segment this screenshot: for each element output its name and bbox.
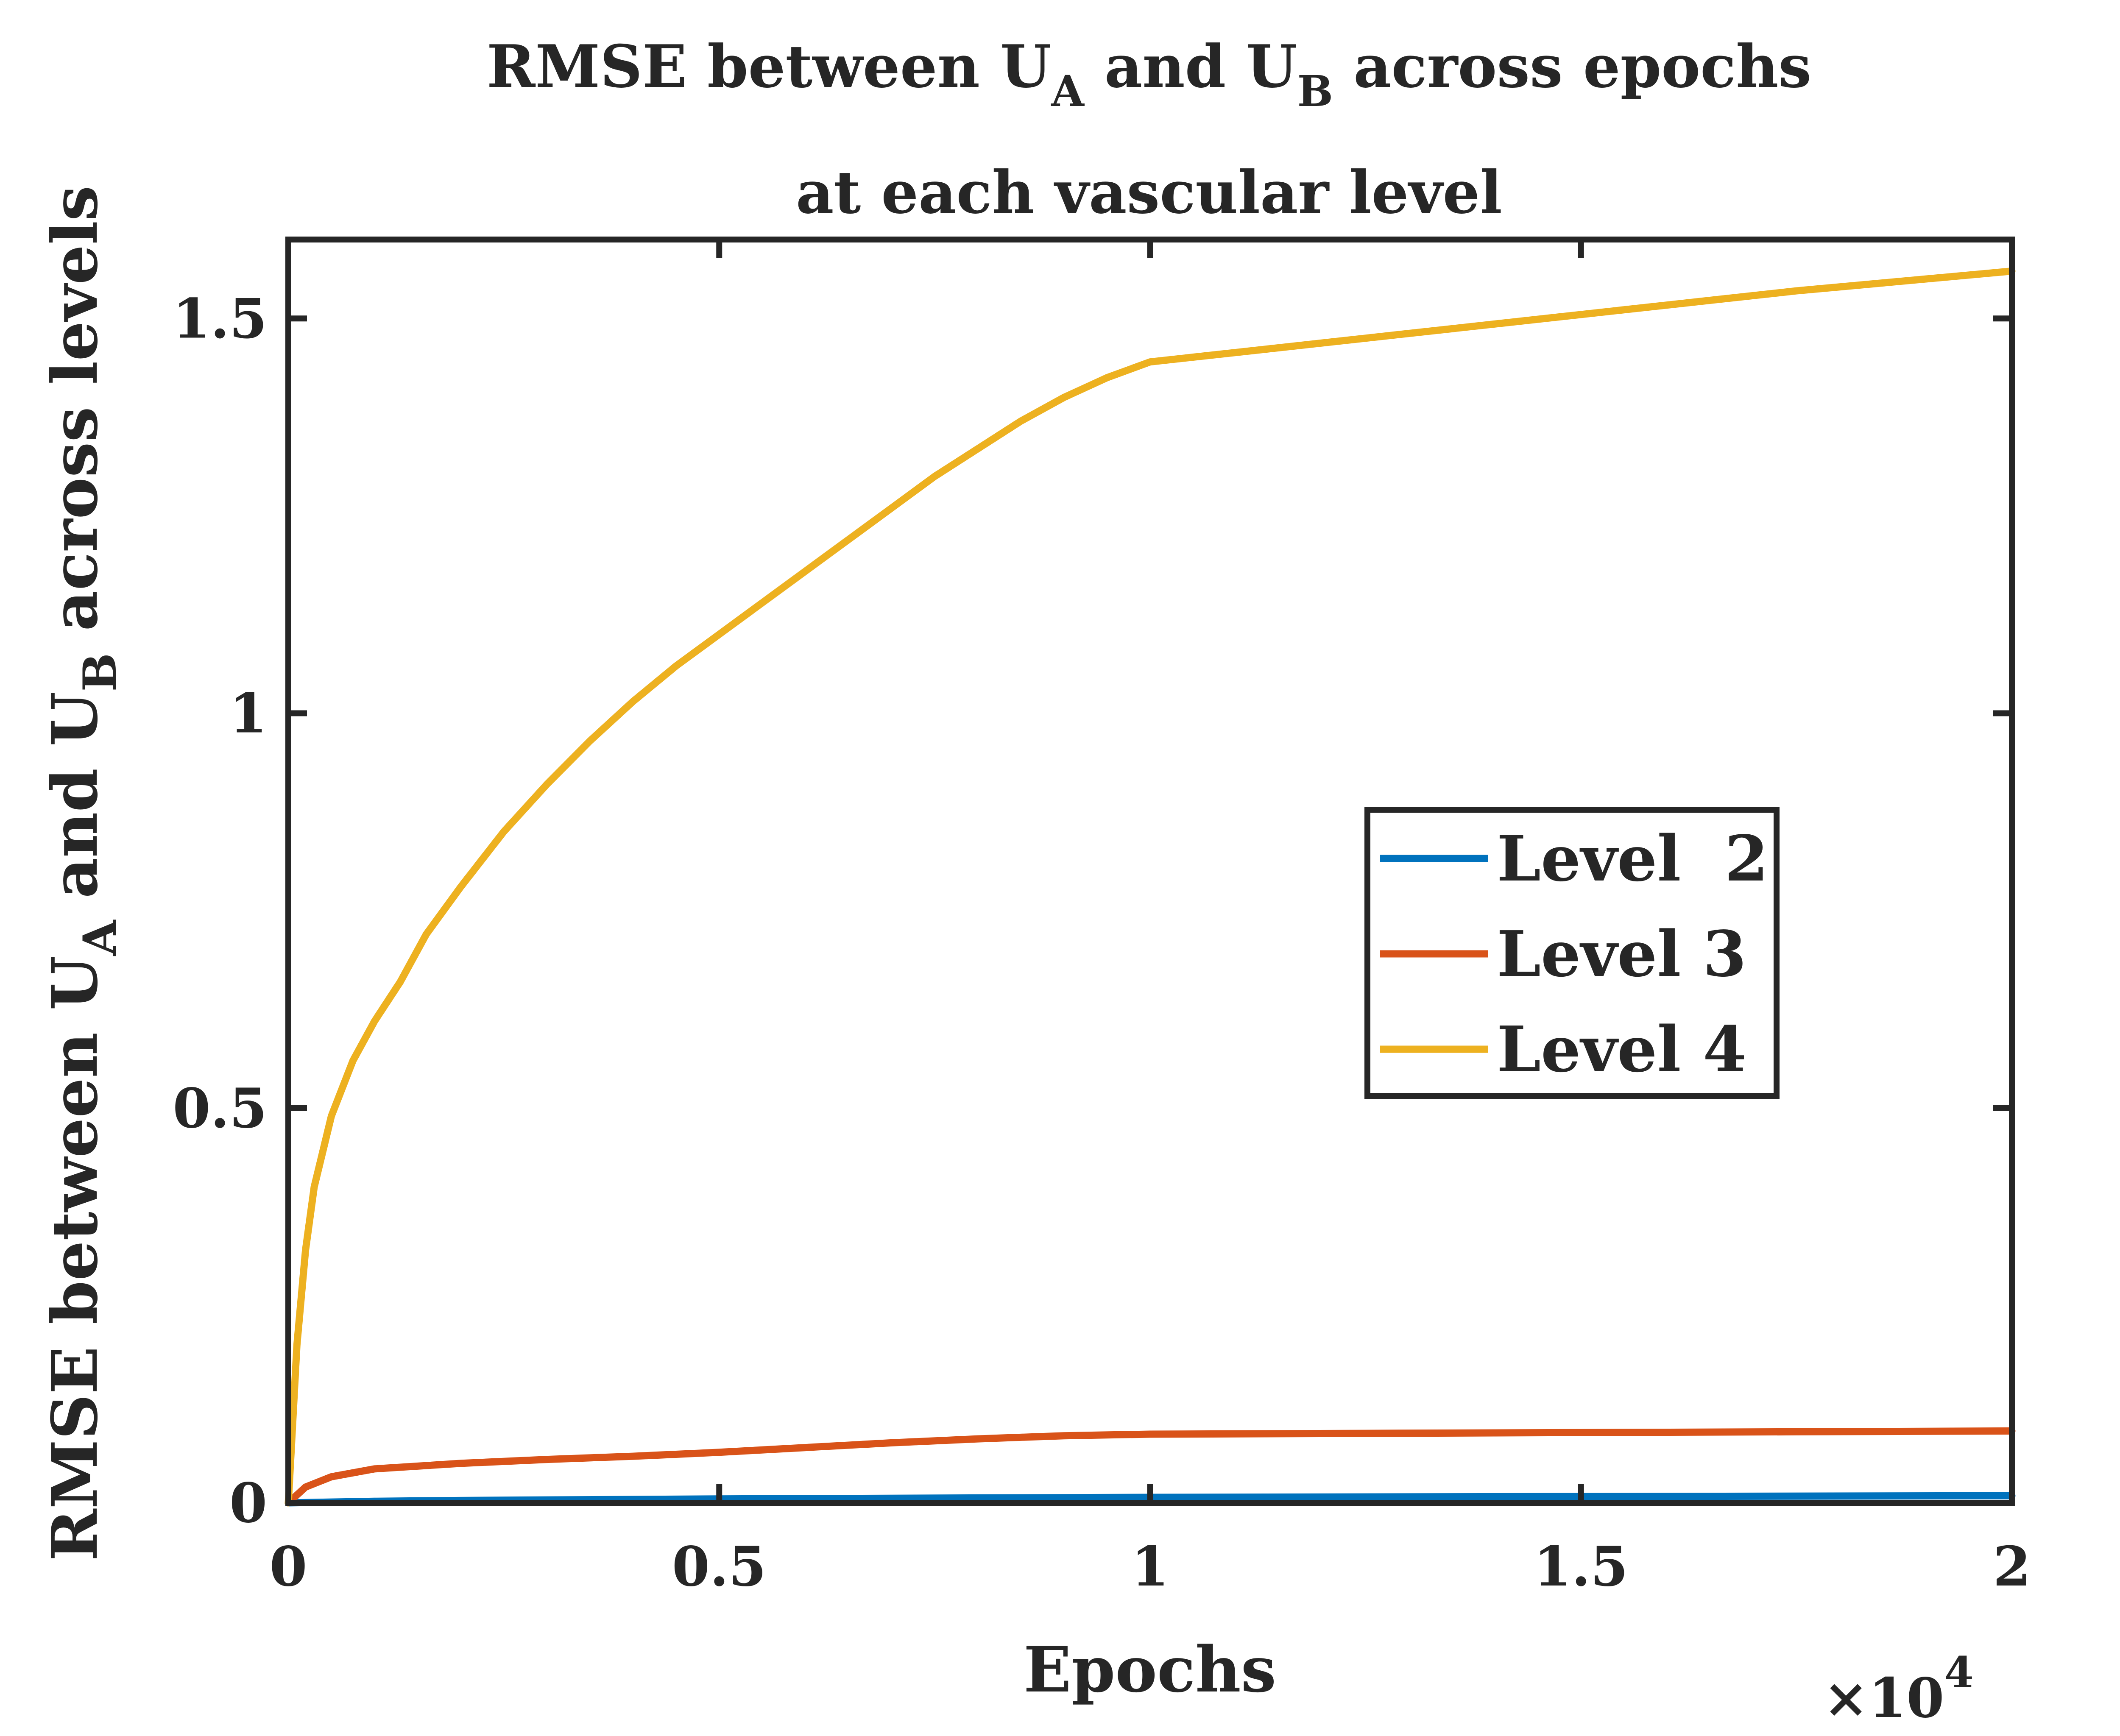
legend-label-1: Level 2	[1497, 822, 1769, 895]
x-axis-label: Epochs	[1024, 1633, 1276, 1706]
x-tick-label: 0.5	[672, 1535, 767, 1599]
chart-title-line-1: RMSE between UA and UB across epochs	[487, 32, 1811, 116]
y-tick-label: 1	[229, 682, 267, 746]
y-tick-label: 1.5	[173, 287, 267, 351]
axes-layer	[285, 237, 2015, 1506]
tick-labels: 0 0.5 1 1.5 2 0 0.5 1 1.5	[173, 287, 2031, 1599]
y-axis-label: RMSE between UA and UB across levels	[38, 186, 127, 1561]
series-line-2	[285, 1427, 2016, 1507]
x-tick-label: 1.5	[1534, 1535, 1628, 1599]
y-tick-label: 0	[229, 1471, 267, 1535]
legend-label-3: Level 4	[1497, 1012, 1746, 1086]
x-tick-label: 1	[1131, 1535, 1169, 1599]
series-line-3	[285, 268, 2016, 1507]
legend-label-2: Level 3	[1497, 917, 1746, 991]
x-tick-label: 0	[269, 1535, 307, 1599]
legend: Level 2 Level 3 Level 4	[1364, 807, 1780, 1099]
chart-title-line-2: at each vascular level	[796, 158, 1502, 227]
x-tick-label: 2	[1993, 1535, 2031, 1599]
y-tick-label: 0.5	[173, 1077, 267, 1140]
x-axis-multiplier: ×104	[1823, 1647, 1974, 1730]
